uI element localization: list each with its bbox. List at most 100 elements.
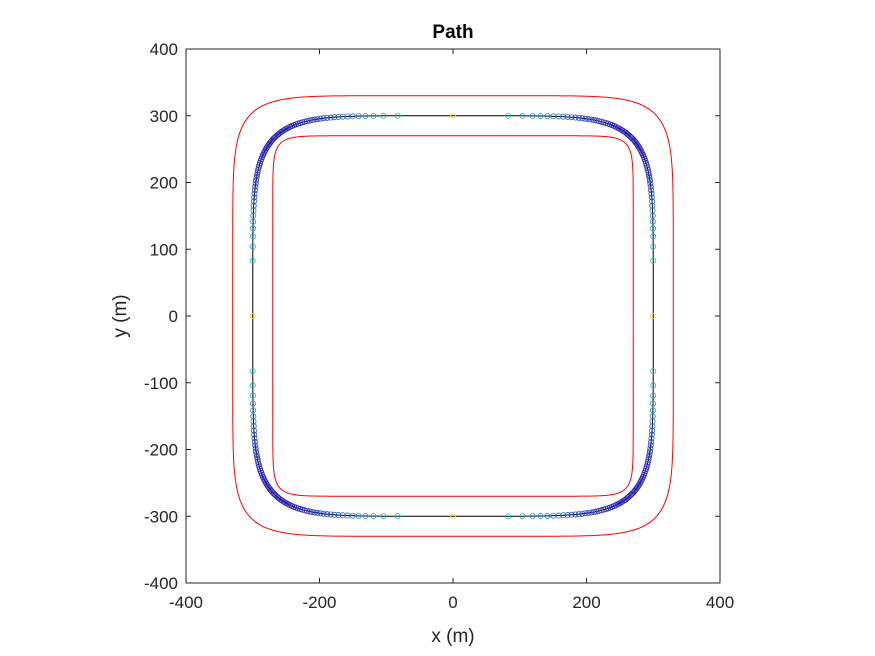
path-marker <box>617 499 624 506</box>
x-tick-label: -400 <box>169 593 203 612</box>
path-marker <box>314 116 321 123</box>
path-marker <box>279 497 286 504</box>
path-marker <box>252 442 259 449</box>
path-marker <box>575 114 582 121</box>
path-marker <box>646 177 653 184</box>
path-marker <box>529 112 536 119</box>
y-tick-label: 200 <box>150 174 178 193</box>
path-marker <box>646 451 653 458</box>
y-axis-label: y (m) <box>110 294 131 337</box>
path-marker <box>647 445 654 452</box>
path-marker <box>635 143 642 150</box>
path-marker <box>519 112 526 119</box>
path-marker <box>362 112 369 119</box>
path-marker <box>588 116 595 123</box>
path-marker <box>370 112 377 119</box>
path-marker <box>301 118 308 125</box>
path-marker <box>251 438 258 445</box>
path-marker <box>650 312 657 319</box>
path-marker <box>647 183 654 190</box>
path-marker <box>331 511 338 518</box>
path-marker <box>636 145 643 152</box>
path-marker <box>650 400 657 407</box>
outer-boundary-line <box>232 95 674 537</box>
path-marker <box>649 427 656 434</box>
path-marker <box>560 512 567 519</box>
path-marker <box>250 418 257 425</box>
path-marker <box>317 510 324 517</box>
path-marker <box>249 257 256 264</box>
path-marker <box>251 431 258 438</box>
path-marker <box>380 513 387 520</box>
path-marker <box>249 392 256 399</box>
path-marker <box>564 512 571 519</box>
path-marker <box>252 180 259 187</box>
path-marker <box>582 115 589 122</box>
path-marker <box>264 482 271 489</box>
path-marker <box>649 207 656 214</box>
path-marker <box>282 126 289 133</box>
path-marker <box>575 511 582 518</box>
path-marker <box>648 187 655 194</box>
tick-layer: -400 -200 0 200 400 -400 -300 -200 -100 0 100 200 30… <box>144 40 734 612</box>
y-tick-label: 0 <box>169 307 178 326</box>
path-marker <box>505 112 512 119</box>
y-tick-label: 100 <box>150 240 178 259</box>
path-marker <box>317 115 324 122</box>
path-marker <box>249 233 256 240</box>
path-marker <box>370 513 377 520</box>
path-marker <box>249 225 256 232</box>
path-marker <box>324 511 331 518</box>
path-marker <box>647 442 654 449</box>
path-marker <box>620 128 627 135</box>
inner-boundary-line <box>272 135 634 497</box>
path-marker <box>265 142 272 149</box>
path-marker <box>252 183 259 190</box>
path-marker <box>355 512 362 519</box>
path-marker <box>263 480 270 487</box>
x-tick-label: 0 <box>448 593 457 612</box>
path-marker <box>250 202 257 209</box>
path-marker <box>251 187 258 194</box>
path-marker <box>649 198 656 205</box>
path-marker <box>250 198 257 205</box>
path-marker <box>250 423 257 430</box>
path-marker <box>339 512 346 519</box>
path-marker <box>253 174 260 181</box>
path-marker <box>250 407 257 414</box>
y-tick-label: 400 <box>150 40 178 59</box>
path-marker <box>255 461 262 468</box>
path-marker <box>251 194 258 201</box>
path-marker <box>650 225 657 232</box>
x-tick-label: 200 <box>572 593 600 612</box>
path-marker <box>529 513 536 520</box>
path-marker <box>277 496 284 503</box>
path-marker <box>648 194 655 201</box>
x-tick-label: -200 <box>302 593 336 612</box>
path-marker <box>344 113 351 120</box>
path-marker <box>380 112 387 119</box>
path-marker <box>579 510 586 517</box>
path-marker <box>648 190 655 197</box>
y-tick-label: -200 <box>144 441 178 460</box>
y-tick-label: -100 <box>144 374 178 393</box>
path-marker <box>327 511 334 518</box>
path-marker <box>280 498 287 505</box>
path-marker <box>537 112 544 119</box>
chart-title: Path <box>432 22 473 43</box>
path-marker <box>644 164 651 171</box>
x-tick-label: 400 <box>706 593 734 612</box>
path-marker <box>649 407 656 414</box>
path-marker <box>394 112 401 119</box>
path-marker <box>635 482 642 489</box>
path-marker <box>550 113 557 120</box>
path-marker <box>582 510 589 517</box>
path-marker <box>646 448 653 455</box>
path-marker <box>254 172 261 179</box>
path-marker <box>650 368 657 375</box>
path-marker <box>579 115 586 122</box>
path-marker <box>335 113 342 120</box>
path-marker <box>568 511 575 518</box>
y-tick-label: -400 <box>144 574 178 593</box>
